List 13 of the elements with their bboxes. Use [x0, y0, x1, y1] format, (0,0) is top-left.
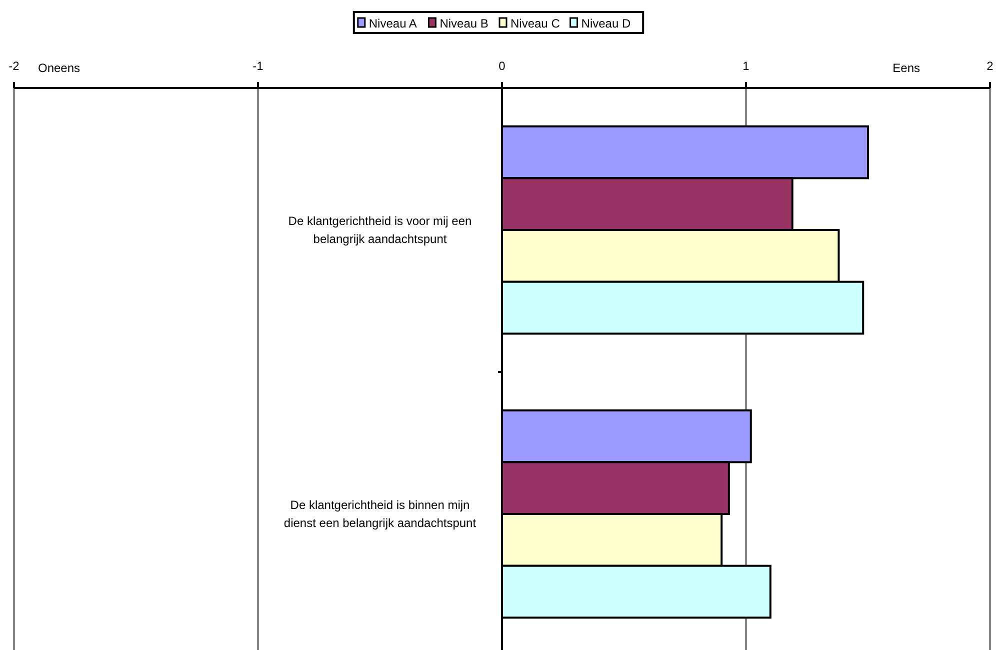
y-tick-label: De klantgerichtheid is binnen mijn dienst een belangrijk aandachtspunt [284, 498, 477, 530]
legend-label: Niveau D [581, 16, 631, 30]
legend-label: Niveau C [510, 16, 560, 30]
text: Oneens [38, 61, 80, 75]
x-tick-label: 2 [986, 59, 994, 73]
y-tick-label: De klantgerichtheid is voor mij een belangrijk aandachtspunt [288, 214, 472, 246]
legend-label: Niveau B [440, 16, 488, 30]
x-tick-label: 0 [498, 59, 506, 73]
x-tick-label: 1 [742, 59, 750, 73]
x-tick-label: -1 [252, 59, 264, 73]
legend-label: Niveau A [368, 16, 417, 30]
x-tick-label: -2 [8, 59, 20, 73]
text: Eens [892, 61, 920, 75]
